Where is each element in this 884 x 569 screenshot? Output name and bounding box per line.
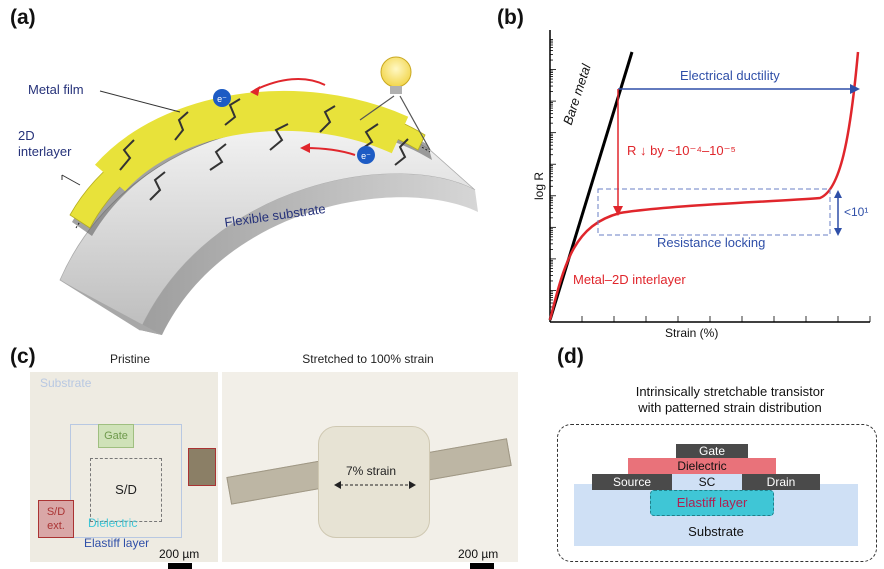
pristine-dielectric-label: Dielectric xyxy=(88,516,138,530)
dielectric-label: Dielectric xyxy=(677,459,727,473)
interlayer-curve-label: Metal–2D interlayer xyxy=(573,272,686,287)
chart-b-xlabel: Strain (%) xyxy=(665,326,719,340)
electron-1: e⁻ xyxy=(213,89,231,107)
pristine-gate-label: Gate xyxy=(104,430,128,442)
stretched-photo: 7% strain xyxy=(222,372,518,562)
panel-d-title-line1: Intrinsically stretchable transistor xyxy=(635,384,825,399)
scale-label-left: 200 µm xyxy=(159,547,200,561)
strain-arrow xyxy=(334,481,416,489)
pristine-gate: Gate xyxy=(98,424,134,448)
chart-b xyxy=(548,30,871,323)
svg-text:e⁻: e⁻ xyxy=(217,94,227,104)
metal-film-label: Metal film xyxy=(28,82,84,97)
panel-label-c: (c) xyxy=(10,345,36,368)
scale-bar-left xyxy=(168,563,192,569)
panel-d-title: Intrinsically stretchable transistor wit… xyxy=(590,384,870,416)
semiconductor-layer: SC xyxy=(672,474,742,490)
drain-label: Drain xyxy=(766,475,796,489)
y-axis-ticks xyxy=(550,39,556,323)
resistance-locking-label: Resistance locking xyxy=(657,235,766,250)
source-electrode: Source xyxy=(592,474,672,490)
ratio-label: <10¹ xyxy=(844,205,869,219)
panel-label-d: (d) xyxy=(557,345,584,368)
panel-label-b: (b) xyxy=(497,6,524,29)
source-label: Source xyxy=(612,475,652,489)
svg-text:e⁻: e⁻ xyxy=(361,151,371,161)
drain-electrode: Drain xyxy=(742,474,820,490)
gate-label: Gate xyxy=(698,444,725,458)
r-drop-arrow-head xyxy=(613,206,623,216)
pristine-photo: Substrate Gate S/D S/D ext. Dielectric E… xyxy=(30,372,218,562)
gate-electrode: Gate xyxy=(676,444,748,458)
metal-film xyxy=(69,90,426,229)
strain-label: 7% strain xyxy=(346,464,397,478)
elastiff-layer: Elastiff layer xyxy=(650,490,774,516)
lightbulb-icon xyxy=(359,56,431,151)
interlayer-label: 2D interlayer xyxy=(18,128,71,160)
x-axis-ticks xyxy=(549,316,871,322)
pristine-sd-region: S/D xyxy=(90,458,162,522)
pristine-sd-ext: S/D ext. xyxy=(38,500,74,538)
sc-label: SC xyxy=(698,475,716,489)
electrical-ductility-label: Electrical ductility xyxy=(680,68,780,83)
pristine-sd-ext-line2: ext. xyxy=(47,520,65,532)
panel-a-illustration: e⁻ e⁻ xyxy=(59,56,478,335)
panel-d-title-line2: with patterned strain distribution xyxy=(638,400,822,415)
scale-label-right: 200 µm xyxy=(458,547,499,561)
transistor-outline xyxy=(557,424,877,562)
stretched-pad-right xyxy=(416,438,512,482)
pristine-substrate-label: Substrate xyxy=(40,376,92,390)
stretched-title: Stretched to 100% strain xyxy=(302,352,434,366)
interlayer-label-line1: 2D xyxy=(18,128,35,143)
chart-b-ylabel: log R xyxy=(532,171,546,200)
dielectric-layer: Dielectric xyxy=(628,458,776,474)
interlayer-curve xyxy=(548,51,860,321)
pristine-elastiff-label: Elastiff layer xyxy=(84,536,150,550)
elastiff-label: Elastiff layer xyxy=(676,495,748,510)
r-drop-label: R ↓ by ~10⁻⁴–10⁻⁵ xyxy=(627,143,736,158)
stretched-channel xyxy=(318,426,430,538)
electron-2: e⁻ xyxy=(357,146,375,164)
substrate-label: Substrate xyxy=(688,524,744,539)
interlayer-label-line2: interlayer xyxy=(18,144,72,159)
pristine-sd-label: S/D xyxy=(115,482,137,497)
panel-label-a: (a) xyxy=(10,6,36,29)
stretched-pad-left xyxy=(226,459,332,505)
ductility-arrow-head xyxy=(850,84,860,94)
pristine-sd-ext-line1: S/D xyxy=(46,506,66,518)
resistance-locking-box xyxy=(597,188,831,236)
pristine-title: Pristine xyxy=(109,352,150,366)
pristine-pad-right xyxy=(188,448,216,486)
scale-bar-right xyxy=(470,563,494,569)
